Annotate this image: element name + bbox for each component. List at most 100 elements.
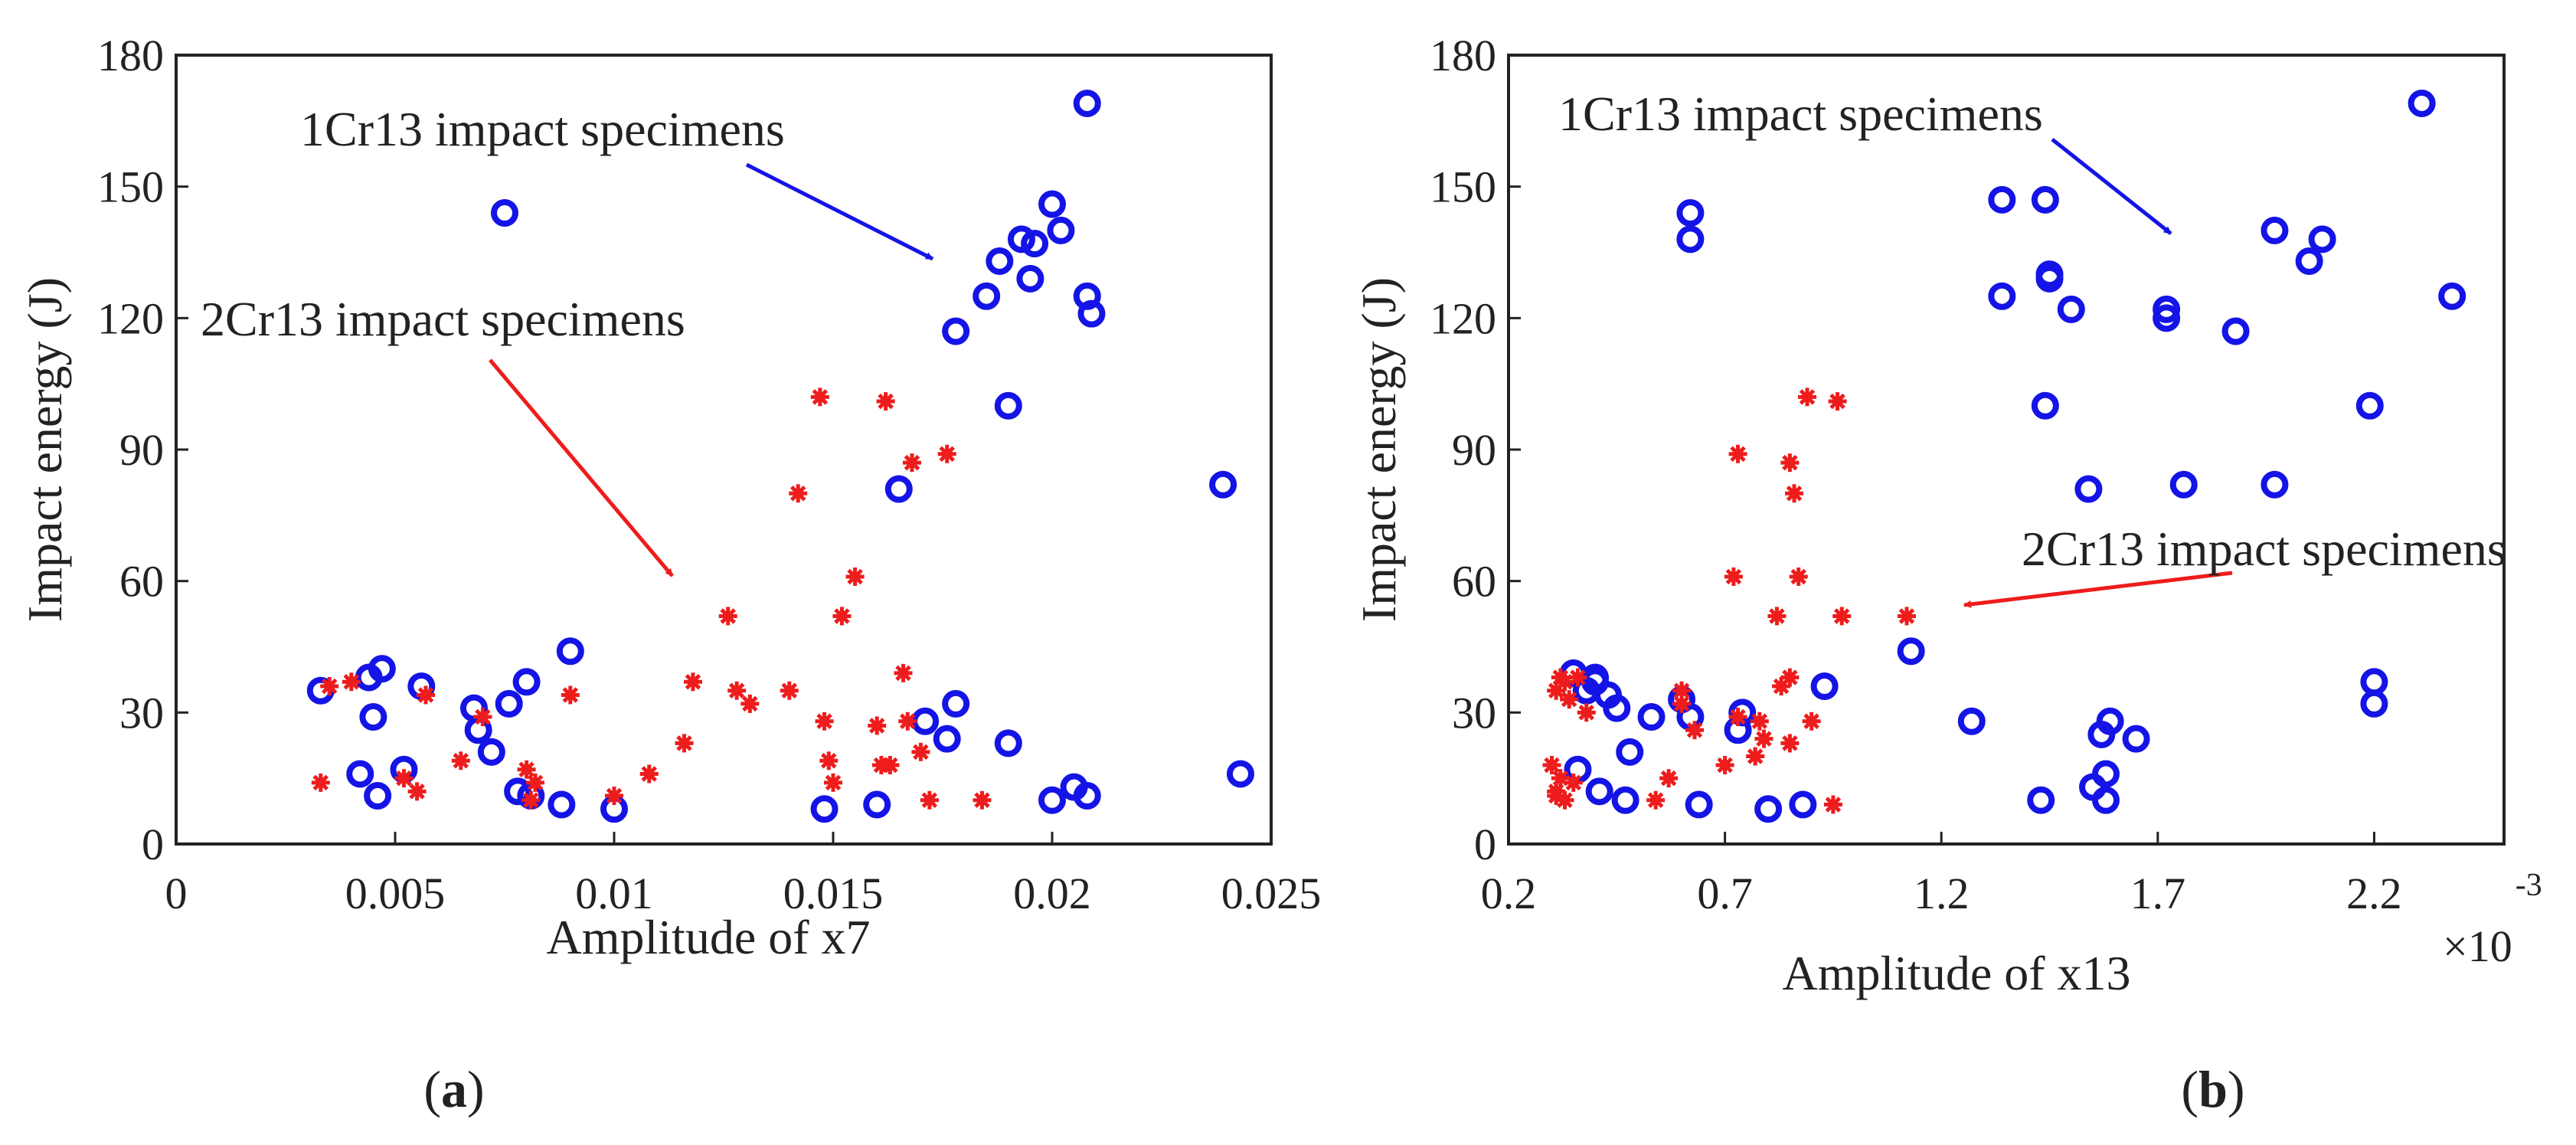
panel-a-2cr13-point <box>408 782 427 800</box>
panel-a-1cr13-point <box>945 693 966 715</box>
panel-a-x-tick-label: 0.025 <box>1221 869 1322 918</box>
panel-a-y-tick-label: 0 <box>142 819 164 869</box>
panel-b-2cr13-point <box>1785 484 1803 502</box>
panel-a-2cr13-point <box>684 672 702 691</box>
panel-b-2cr13-point <box>1780 453 1799 472</box>
panel-b-y-tick-label: 90 <box>1452 425 1496 475</box>
panel-b-1cr13-point <box>1991 189 2012 211</box>
panel-b-chart: Impact energy (J) Amplitude of x13 ×10-3… <box>1352 31 2542 1118</box>
panel-b-exponent-power: -3 <box>2516 868 2542 903</box>
panel-b-letter: b <box>2198 1060 2228 1118</box>
panel-a-chart: Impact energy (J) Amplitude of x7 0 30 60 9… <box>18 31 1321 1118</box>
panel-b-2cr13-annotation: 2Cr13 impact specimens <box>2022 522 2506 576</box>
panel-b-1cr13-point <box>2030 790 2051 811</box>
panel-a-2cr13-point <box>973 791 991 810</box>
panel-a-2cr13-point <box>727 682 746 700</box>
panel-b-2cr13-point <box>1724 568 1743 586</box>
panel-b-y-tick-label: 0 <box>1474 819 1496 869</box>
panel-a-1cr13-arrow <box>747 165 933 259</box>
panel-a-2cr13-point <box>417 685 435 704</box>
panel-a-1cr13-point <box>1019 268 1041 290</box>
panel-a-2cr13-point <box>394 769 413 787</box>
panel-b-2cr13-point <box>1729 708 1747 726</box>
panel-b-1cr13-point <box>1792 794 1813 816</box>
panel-a-2cr13-point <box>740 695 759 713</box>
panel-b-2cr13-point <box>1780 734 1799 752</box>
panel-a-1cr13-point <box>516 671 538 692</box>
panel-a-1cr13-point <box>1041 194 1063 215</box>
panel-b-1cr13-point <box>1679 202 1701 224</box>
panel-a-y-axis-title: Impact energy (J) <box>18 277 72 622</box>
panel-a-1cr13-point <box>937 728 958 750</box>
panel-b-y-tick-label: 30 <box>1452 688 1496 738</box>
panel-a-2cr13-point <box>452 751 470 770</box>
panel-a-letter: a <box>441 1060 467 1118</box>
panel-b-2cr13-point <box>1659 769 1678 787</box>
panel-b-x-axis-title: Amplitude of x13 <box>1782 946 2130 1000</box>
panel-b-1cr13-point <box>1615 790 1636 811</box>
panel-b-label: (b) <box>2181 1060 2244 1118</box>
panel-a-1cr13-point <box>888 479 910 500</box>
panel-b-2cr13-point <box>1798 388 1816 406</box>
panel-a-x-tick-label: 0 <box>165 869 188 918</box>
panel-a-2cr13-point <box>342 672 361 691</box>
panel-a-1cr13-point <box>998 395 1019 417</box>
panel-a-label: (a) <box>423 1060 484 1118</box>
panel-a-2cr13-point <box>894 664 913 682</box>
panel-b-2cr13-point <box>1746 748 1764 766</box>
panel-a-y-tick-label: 120 <box>97 293 164 343</box>
panel-b-exponent-base: ×10 <box>2443 921 2512 971</box>
panel-b-2cr13-point <box>1577 703 1596 721</box>
panel-b-1cr13-point <box>1641 706 1662 728</box>
panel-a-1cr13-point <box>866 794 888 816</box>
panel-a-y-tick-label: 60 <box>119 557 164 607</box>
panel-a-2cr13-point <box>816 712 834 731</box>
panel-a-2cr13-point <box>846 568 865 586</box>
panel-a-x-tick-label: 0.02 <box>1013 869 1091 918</box>
panel-a-2cr13-arrow <box>490 360 672 576</box>
panel-a-x-tick-label: 0.01 <box>575 869 653 918</box>
panel-b-1cr13-point <box>1589 780 1610 802</box>
panel-b-2cr13-point <box>1754 730 1773 748</box>
panel-b-y-axis-title: Impact energy (J) <box>1352 277 1406 622</box>
panel-a-2cr13-point <box>832 607 851 625</box>
panel-a-plot-frame <box>176 55 1271 844</box>
panel-a-2cr13-point <box>868 717 886 735</box>
panel-a-1cr13-point <box>989 250 1010 272</box>
panel-b-1cr13-point <box>2077 479 2099 500</box>
panel-a-2cr13-point <box>920 791 939 810</box>
panel-b-1cr13-point <box>2411 93 2433 114</box>
panel-b-2cr13-point <box>1560 690 1578 708</box>
panel-b-1cr13-point <box>2359 395 2381 417</box>
panel-b-2cr13-point <box>1568 669 1587 687</box>
panel-a-1cr13-point <box>1041 790 1063 811</box>
panel-a-2cr13-point <box>898 712 917 731</box>
panel-b-2cr13-arrow <box>1964 573 2232 605</box>
panel-b-2cr13-point <box>1543 756 1561 774</box>
panel-b-2cr13-point <box>1824 796 1842 814</box>
panel-b-1cr13-point <box>1688 794 1710 816</box>
panel-b-1cr13-point <box>2299 250 2320 272</box>
panel-a-2cr13-point <box>518 761 536 779</box>
panel-b-2cr13-point <box>1685 721 1704 739</box>
panel-b-1cr13-point <box>1991 286 2012 307</box>
panel-a-1cr13-annotation: 1Cr13 impact specimens <box>300 102 785 156</box>
panel-b-x-tick-label: 2.2 <box>2346 869 2402 918</box>
panel-a-y-tick-label: 30 <box>119 688 164 738</box>
panel-a-2cr13-point <box>938 445 956 463</box>
panel-b-2cr13-point <box>1780 669 1799 687</box>
panel-b-1cr13-point <box>1814 676 1836 697</box>
panel-b-2cr13-point <box>1767 607 1786 625</box>
panel-b-y-tick-label: 120 <box>1430 293 1496 343</box>
panel-a-y-tick-label: 180 <box>97 31 164 80</box>
panel-b-1cr13-point <box>1901 640 1922 662</box>
panel-a-2cr13-point <box>903 453 921 472</box>
panel-b-1cr13-point <box>2126 728 2147 750</box>
panel-a-1cr13-point <box>362 706 384 728</box>
panel-b-1cr13-point <box>1961 711 1983 732</box>
panel-b-1cr13-point <box>2312 228 2333 250</box>
panel-a-1cr13-point <box>914 711 936 732</box>
panel-a-1cr13-point <box>998 732 1019 754</box>
panel-a-1cr13-point <box>1050 220 1071 241</box>
panel-b-1cr13-point <box>1757 798 1779 819</box>
